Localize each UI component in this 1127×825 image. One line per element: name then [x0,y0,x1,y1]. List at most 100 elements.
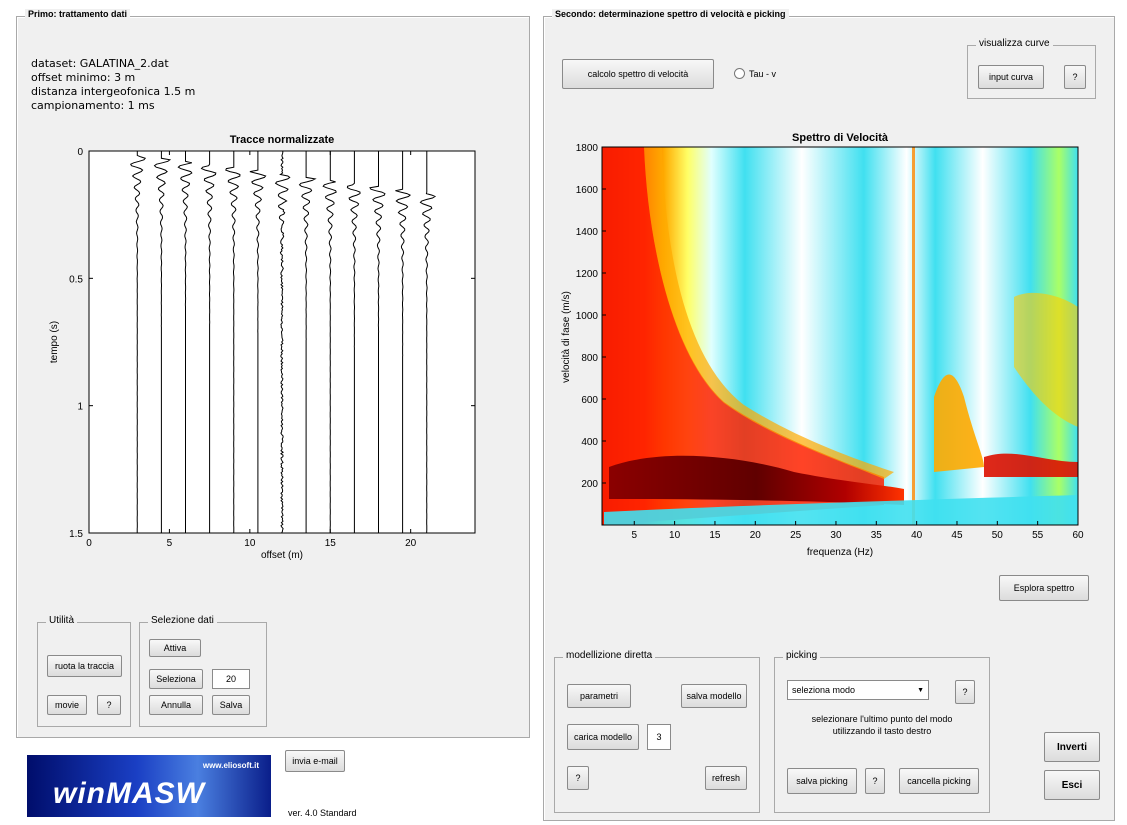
spectrum-x-tick-label: 30 [830,530,842,541]
trace-line [322,151,337,534]
trace-line [249,151,267,533]
spectrum-low-band [604,495,1078,525]
picking-title: picking [783,650,821,661]
trace-line [130,151,147,533]
trace-line [274,151,291,534]
traces-x-tick-label: 10 [244,538,256,549]
modo-select[interactable]: seleziona modo ▼ [787,680,929,700]
trace-line [395,151,412,533]
picking-help-button[interactable]: ? [955,680,975,704]
visualizza-curve-group: visualizza curve input curva ? [967,38,1096,99]
spectrum-x-tick-label: 60 [1072,530,1084,541]
salva-picking-button[interactable]: salva picking [787,768,857,794]
spectrum-y-tick-label: 1200 [576,269,599,280]
traces-y-label: tempo (s) [49,321,60,363]
spectrum-heatmap [602,147,1078,525]
annulla-button[interactable]: Annulla [149,695,203,715]
dataset-name: dataset: GALATINA_2.dat [31,57,169,70]
spectrum-y-tick-label: 400 [581,437,598,448]
spectrum-x-ticks: 5 10 15 20 25 30 35 40 45 50 55 60 [631,521,1084,541]
spectrum-y-tick-label: 1800 [576,143,599,154]
inverti-button[interactable]: Inverti [1044,732,1100,762]
spectrum-y-tick-label: 1400 [576,227,599,238]
logo-brand: winMASW [53,777,205,810]
calcolo-spettro-button[interactable]: calcolo spettro di velocità [562,59,714,89]
traces-x-tick-label: 5 [167,538,173,549]
ruota-traccia-button[interactable]: ruota la traccia [47,655,122,677]
dataset-info: dataset: GALATINA_2.dat offset minimo: 3… [31,57,195,113]
selezione-dati-group: Selezione dati Attiva Seleziona 20 Annul… [139,615,267,727]
trace-line [177,151,193,533]
spectrum-x-tick-label: 40 [911,530,923,541]
traces-x-tick-label: 15 [325,538,337,549]
spectrum-right-red [984,453,1078,477]
spectrum-vertical-ridge [912,147,915,525]
spectrum-y-ticks: 200 400 600 800 1000 1200 1400 1600 1800 [576,143,606,490]
movie-button[interactable]: movie [47,695,87,715]
esplora-spettro-button[interactable]: Esplora spettro [999,575,1089,601]
intergeophone-distance: distanza intergeofonica 1.5 m [31,85,196,98]
version-label: ver. 4.0 Standard [288,808,357,818]
esci-button[interactable]: Esci [1044,770,1100,800]
traces-group [130,151,437,534]
trace-line [153,151,172,533]
spectrum-chart[interactable]: Spettro di Velocità 5 10 15 20 25 30 35 40 45 50 5… [544,127,1114,567]
spectrum-main-band [609,455,904,505]
spectrum-y-label: velocità di fase (m/s) [561,291,572,383]
picking-instruction: selezionare l'ultimo punto del modo util… [775,713,989,737]
salva-button[interactable]: Salva [212,695,250,715]
utilita-title: Utilità [46,615,78,626]
right-panel: Secondo: determinazione spettro di veloc… [543,9,1115,821]
salva-modello-button[interactable]: salva modello [681,684,747,708]
utilita-help-button[interactable]: ? [97,695,121,715]
spectrum-x-tick-label: 10 [669,530,681,541]
cancella-picking-button[interactable]: cancella picking [899,768,979,794]
carica-modello-field[interactable]: 3 [647,724,671,750]
invia-email-button[interactable]: invia e-mail [285,750,345,772]
parametri-button[interactable]: parametri [567,684,631,708]
trace-line [298,151,317,533]
spectrum-chart-title: Spettro di Velocità [792,132,889,144]
traces-chart[interactable]: Tracce normalizzate 0 5 10 15 20 0 0.5 1 1.5 of… [17,127,529,567]
spectrum-right-upper [1014,292,1078,427]
visualizza-help-button[interactable]: ? [1064,65,1086,89]
attiva-button[interactable]: Attiva [149,639,201,657]
trace-line [369,151,386,533]
trace-line [225,151,241,534]
spectrum-x-label: frequenza (Hz) [807,547,873,558]
spectrum-x-tick-label: 45 [951,530,963,541]
spectrum-y-tick-label: 200 [581,479,598,490]
selection-count-field[interactable]: 20 [212,669,250,689]
left-panel-title: Primo: trattamento dati [25,9,131,19]
right-panel-title: Secondo: determinazione spettro di veloc… [552,9,789,19]
spectrum-x-tick-label: 25 [790,530,802,541]
traces-y-tick-label: 1.5 [69,529,83,540]
carica-modello-button[interactable]: carica modello [567,724,639,750]
traces-x-tick-label: 20 [405,538,417,549]
trace-line [419,151,437,533]
spectrum-y-tick-label: 1000 [576,311,599,322]
visualizza-curve-title: visualizza curve [976,38,1053,49]
input-curva-button[interactable]: input curva [978,65,1044,89]
seleziona-button[interactable]: Seleziona [149,669,203,689]
modellizione-help-button[interactable]: ? [567,766,589,790]
traces-y-tick-label: 1 [77,402,83,413]
picking-help2-button[interactable]: ? [865,768,885,794]
tau-v-radio[interactable]: Tau - v [734,68,776,79]
traces-chart-title: Tracce normalizzate [230,134,335,146]
tau-v-label: Tau - v [749,68,777,79]
traces-y-ticks: 0 0.5 1 1.5 [69,147,475,540]
spectrum-y-tick-label: 600 [581,395,598,406]
spectrum-x-tick-label: 5 [631,530,637,541]
traces-y-tick-label: 0.5 [69,274,83,285]
picking-instruction-line-2: utilizzando il tasto destro [832,726,932,736]
refresh-button[interactable]: refresh [705,766,747,790]
picking-instruction-line-1: selezionare l'ultimo punto del modo [811,714,953,724]
spectrum-y-tick-label: 1600 [576,185,599,196]
left-panel: Primo: trattamento dati dataset: GALATIN… [16,9,530,738]
spectrum-plot-area [601,146,1079,526]
traces-y-tick-label: 0 [77,147,83,158]
utilita-group: Utilità ruota la traccia movie ? [37,615,131,727]
traces-x-tick-label: 0 [86,538,92,549]
logo-url: www.eliosoft.it [202,761,259,770]
